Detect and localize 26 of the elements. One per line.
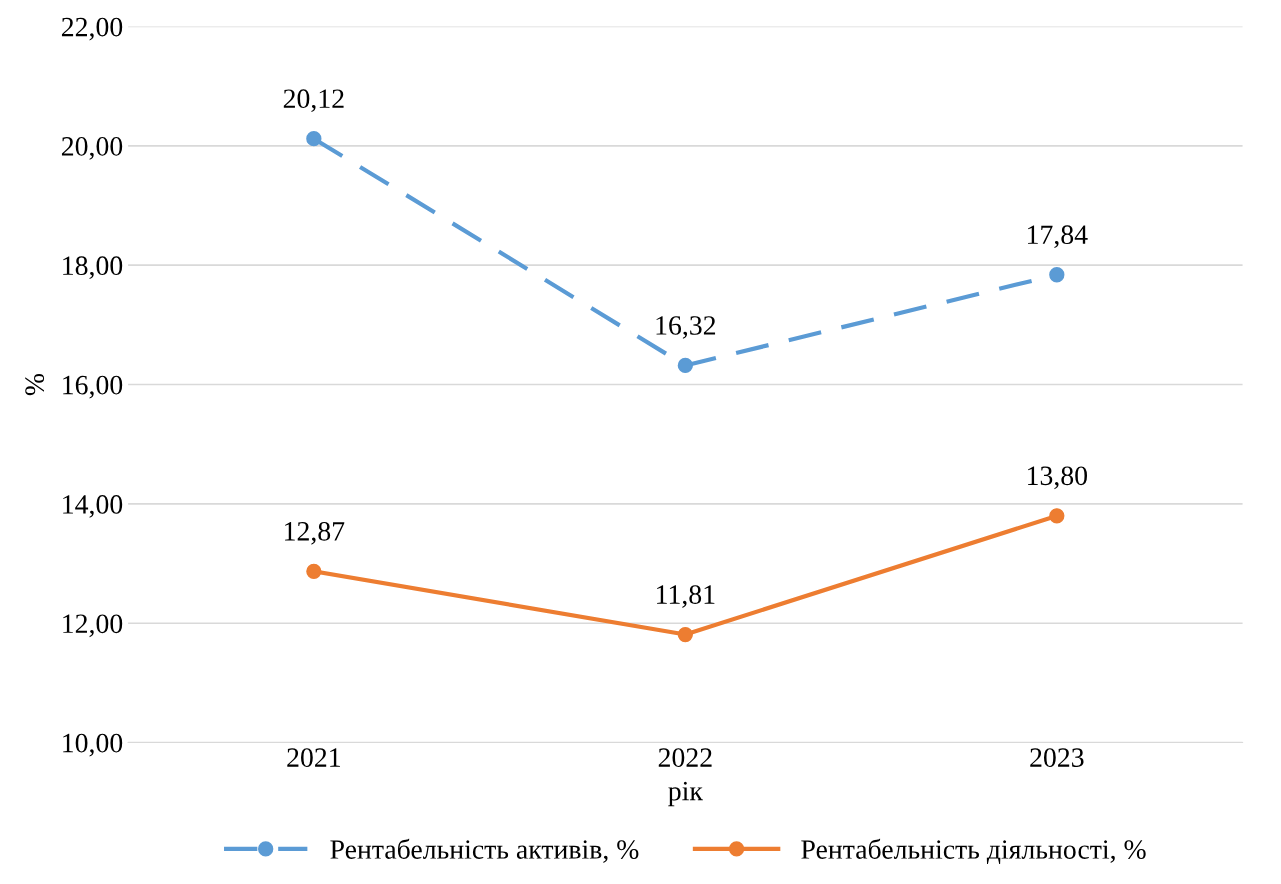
y-axis-title: %	[25, 373, 45, 396]
y-tick-label: 12,00	[63, 614, 123, 638]
point	[306, 131, 322, 147]
x-tick-label: 2023	[1030, 748, 1084, 767]
data-label: 20,12	[283, 89, 344, 113]
data-label: 13,80	[1028, 466, 1088, 490]
x-axis-title: рік	[668, 781, 703, 807]
y-tick-label: 18,00	[63, 256, 123, 280]
data-label: 17,84	[1028, 225, 1088, 249]
point	[1049, 508, 1065, 524]
data-label: 16,32	[656, 316, 716, 339]
x-tick-label: 2021	[287, 748, 340, 767]
point	[677, 357, 693, 374]
data-label: 12,87	[285, 521, 345, 545]
point	[306, 563, 322, 579]
point	[1049, 267, 1065, 283]
y-tick-label: 10,00	[63, 733, 123, 757]
y-tick-label: 14,00	[63, 495, 123, 518]
x-tick-label: 2022	[658, 748, 712, 767]
legend-label: Рентабельність діяльності, %	[801, 838, 1146, 864]
legend-label: Рентабельність активів, %	[330, 838, 639, 863]
y-tick-label: 16,00	[63, 375, 123, 399]
data-label: 11,81	[657, 585, 715, 608]
y-tick-label: 22,00	[61, 17, 123, 41]
y-tick-label: 20,00	[61, 137, 123, 160]
point	[677, 626, 693, 643]
